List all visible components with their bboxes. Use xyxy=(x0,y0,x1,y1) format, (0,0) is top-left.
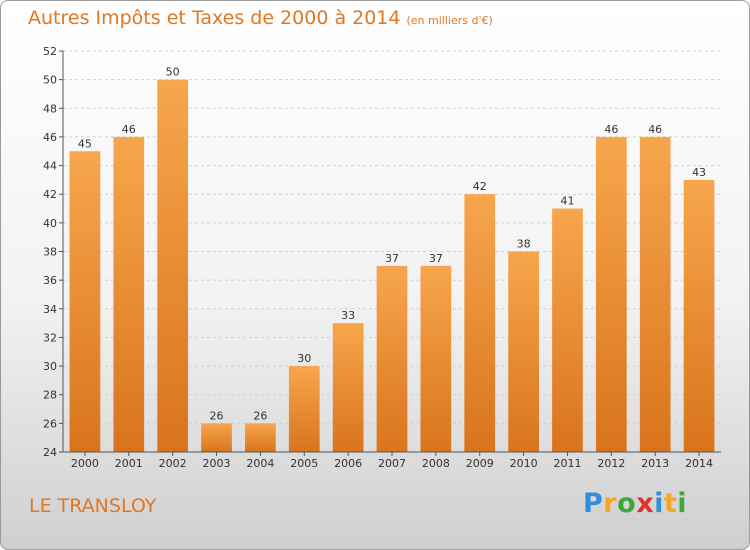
x-tick-label: 2004 xyxy=(246,457,274,470)
chart-title: Autres Impôts et Taxes de 2000 à 2014 (en… xyxy=(28,7,493,29)
bar xyxy=(639,136,671,452)
y-tick-label: 24 xyxy=(43,446,57,459)
data-label: 41 xyxy=(560,195,574,208)
x-tick-label: 2007 xyxy=(378,457,406,470)
x-tick-label: 2002 xyxy=(159,457,187,470)
data-label: 37 xyxy=(429,252,443,265)
logo-letter: i xyxy=(677,488,688,519)
x-tick-label: 2008 xyxy=(422,457,450,470)
bar-layer: 45 46 50 26 26 30 33 37 37 42 38 41 46 46 43 xyxy=(69,66,715,453)
axis-layer: 24 26 28 30 32 34 36 38 40 42 44 46 48 50 52 2000 2001 20… xyxy=(43,45,721,470)
y-tick-label: 34 xyxy=(43,303,57,316)
y-tick-label: 30 xyxy=(43,360,57,373)
bar xyxy=(332,323,364,452)
bar xyxy=(69,151,101,452)
data-label: 33 xyxy=(341,309,355,322)
y-tick-label: 50 xyxy=(43,74,57,87)
data-label: 26 xyxy=(210,409,224,422)
data-label: 43 xyxy=(692,166,706,179)
data-label: 30 xyxy=(297,352,311,365)
y-tick-label: 26 xyxy=(43,417,57,430)
y-tick-label: 46 xyxy=(43,131,57,144)
bar xyxy=(201,423,232,452)
bar xyxy=(376,265,408,452)
data-label: 38 xyxy=(517,238,531,251)
chart-title-text: Autres Impôts et Taxes de 2000 à 2014 xyxy=(28,7,401,29)
chart-title-unit: (en milliers d'€) xyxy=(406,14,493,27)
y-tick-label: 42 xyxy=(43,188,57,201)
y-tick-label: 36 xyxy=(43,274,57,287)
x-tick-label: 2005 xyxy=(290,457,318,470)
bar xyxy=(245,423,276,452)
data-label: 46 xyxy=(122,123,136,136)
x-tick-label: 2009 xyxy=(466,457,494,470)
logo-letter: r xyxy=(603,488,618,519)
y-tick-label: 28 xyxy=(43,389,57,402)
y-tick-label: 40 xyxy=(43,217,57,230)
bar xyxy=(552,208,583,452)
bar xyxy=(113,136,145,452)
x-tick-label: 2006 xyxy=(334,457,362,470)
logo-letter: i xyxy=(654,488,664,519)
data-label: 45 xyxy=(78,137,92,150)
y-tick-label: 48 xyxy=(43,102,57,115)
bar xyxy=(288,366,320,452)
bar xyxy=(157,79,189,453)
data-label: 46 xyxy=(604,123,618,136)
x-tick-label: 2012 xyxy=(597,457,625,470)
y-tick-label: 32 xyxy=(43,331,57,344)
data-label: 26 xyxy=(253,409,267,422)
bar xyxy=(420,265,452,452)
x-tick-label: 2013 xyxy=(641,457,669,470)
x-tick-label: 2001 xyxy=(115,457,143,470)
logo-letter: t xyxy=(663,488,678,519)
data-label: 46 xyxy=(648,123,662,136)
y-tick-label: 38 xyxy=(43,246,57,259)
bar xyxy=(595,136,627,452)
bar xyxy=(683,179,715,452)
y-tick-label: 52 xyxy=(43,45,57,58)
data-label: 37 xyxy=(385,252,399,265)
proxiti-logo[interactable]: Proxiti xyxy=(583,488,687,519)
x-tick-label: 2011 xyxy=(553,457,581,470)
town-name: LE TRANSLOY xyxy=(29,495,157,517)
y-tick-label: 44 xyxy=(43,160,57,173)
x-tick-label: 2003 xyxy=(203,457,231,470)
logo-letter: x xyxy=(636,488,655,519)
logo-letter: o xyxy=(617,488,637,519)
x-tick-label: 2010 xyxy=(510,457,538,470)
logo-letter: P xyxy=(583,488,604,519)
x-tick-label: 2000 xyxy=(71,457,99,470)
bar xyxy=(464,194,496,452)
x-tick-label: 2014 xyxy=(685,457,713,470)
data-label: 50 xyxy=(166,66,180,79)
bar xyxy=(508,251,539,452)
data-label: 42 xyxy=(473,180,487,193)
